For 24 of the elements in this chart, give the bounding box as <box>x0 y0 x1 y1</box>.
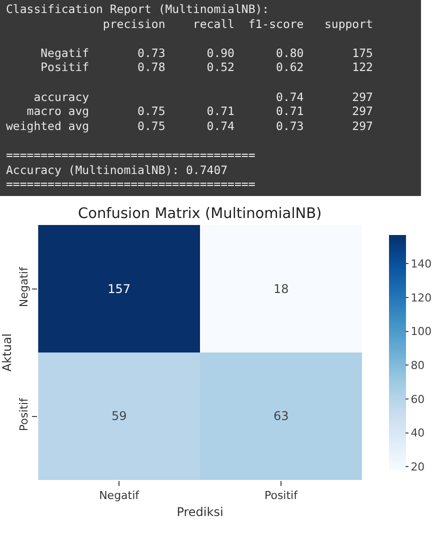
data-label: 59 <box>111 409 127 424</box>
text: Classification Report (MultinomialNB): <box>6 2 270 16</box>
text: Negatif 0.73 0.90 0.80 175 <box>6 46 373 60</box>
color-bar-label: 140 <box>410 258 432 271</box>
data-label: 157 <box>108 282 131 296</box>
data-label: 18 <box>273 282 289 296</box>
color-bar-label: 100 <box>410 325 432 338</box>
color-bar-label: 40 <box>410 426 425 440</box>
chart-title: Confusion Matrix (MultinomialNB) <box>78 206 322 222</box>
text: ==================================== <box>6 177 256 191</box>
text: weighted avg 0.75 0.74 0.73 297 <box>6 119 374 133</box>
color-bar-label: 60 <box>410 392 425 406</box>
text: Accuracy (MultinomialNB): 0.7407 <box>6 163 228 177</box>
color-bar-label: 20 <box>410 460 425 474</box>
color-bar-label: 120 <box>410 291 432 304</box>
color-bar-label: 80 <box>410 359 425 372</box>
text: accuracy 0.74 297 <box>6 90 374 104</box>
text: macro avg 0.75 0.71 0.71 297 <box>6 104 374 118</box>
data-label: 63 <box>273 409 289 424</box>
text: ==================================== <box>6 148 256 162</box>
y-axis-title: Aktual <box>0 333 14 372</box>
x-axis-title: Prediksi <box>176 505 224 520</box>
text: precision recall f1-score support <box>6 17 373 31</box>
text: Positif 0.78 0.52 0.62 122 <box>6 60 373 74</box>
